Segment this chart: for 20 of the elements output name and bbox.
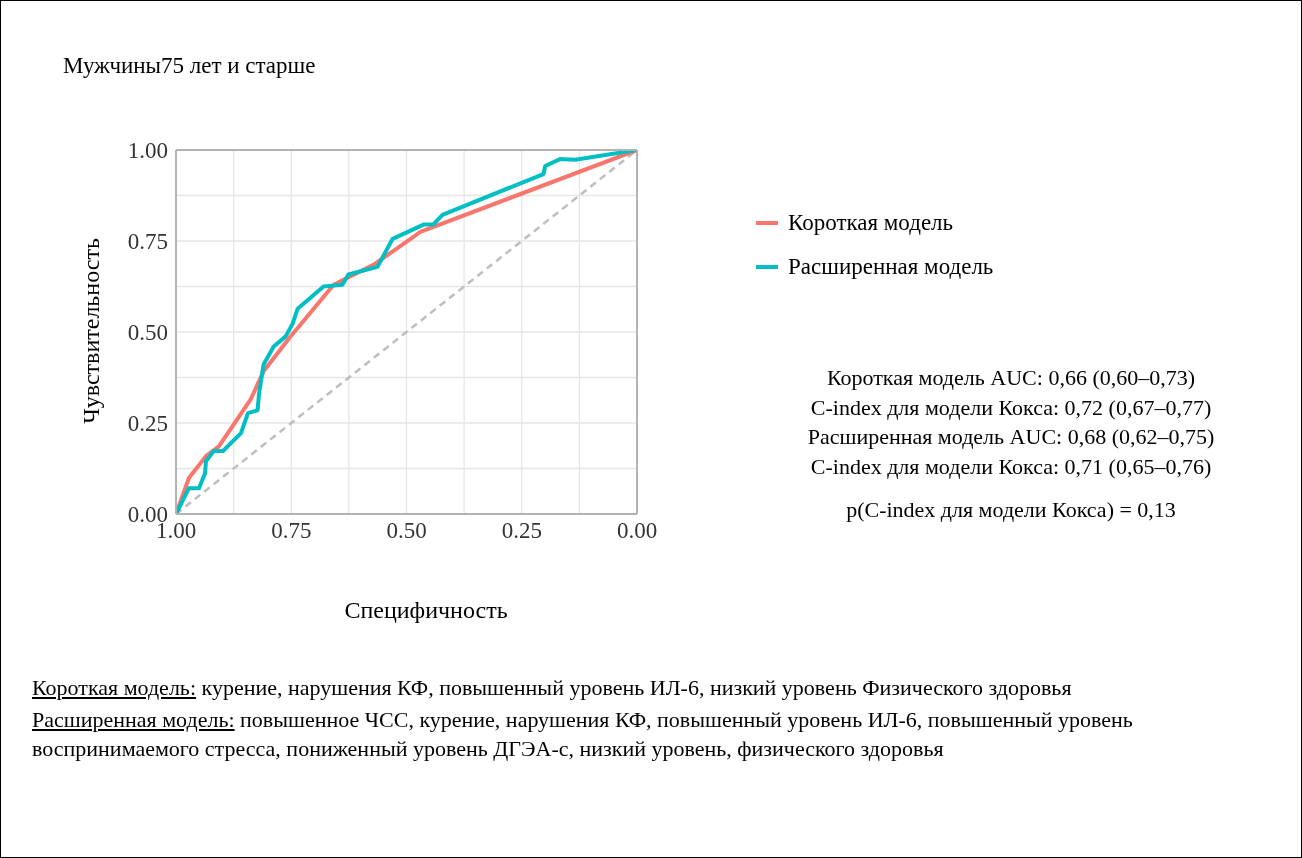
x-tick-label: 0.25 xyxy=(501,518,542,544)
legend-label: Короткая модель xyxy=(788,210,954,236)
text: Короткая модель AUC: 0,66 (0,60–0,73) xyxy=(826,364,1196,392)
x-tick-label: 0.50 xyxy=(386,518,427,544)
legend-label: Расширенная модель xyxy=(788,254,994,280)
x-tick-label: 0.75 xyxy=(271,518,312,544)
text: Короткая модель: курение, нарушения КФ, повышенный уровень ИЛ-6, низкий уровень Физического здоровья xyxy=(32,674,1073,702)
text: Расширенная модель AUC: 0,68 (0,62–0,75) xyxy=(807,423,1215,451)
text: C-index для модели Кокса: 0,72 (0,67–0,77) xyxy=(810,393,1212,422)
y-tick-label: 0.75 xyxy=(127,229,168,255)
text: C-index для модели Кокса: 0,71 (0,65–0,76) xyxy=(810,452,1212,481)
y-tick-label: 1.00 xyxy=(127,138,168,164)
y-tick-label: 0.25 xyxy=(127,411,168,437)
chart-title: Мужчины75 лет и старше xyxy=(63,53,316,79)
text: p(C-index для модели Кокса) = 0,13 xyxy=(846,496,1176,524)
x-axis-title: Специфичность xyxy=(344,597,508,624)
text: Расширенная модель: повышенное ЧСС, курение, нарушения КФ, повышенный уровень ИЛ-6, повышенный уровень воспринимаемого стресса, пониженный уровень ДГЭА-с, низкий уровень, физического здоровья xyxy=(32,705,1134,763)
x-tick-label: 0.00 xyxy=(616,518,658,544)
y-axis-title: Чувствительность xyxy=(77,238,105,424)
y-tick-label: 0.50 xyxy=(127,320,168,346)
